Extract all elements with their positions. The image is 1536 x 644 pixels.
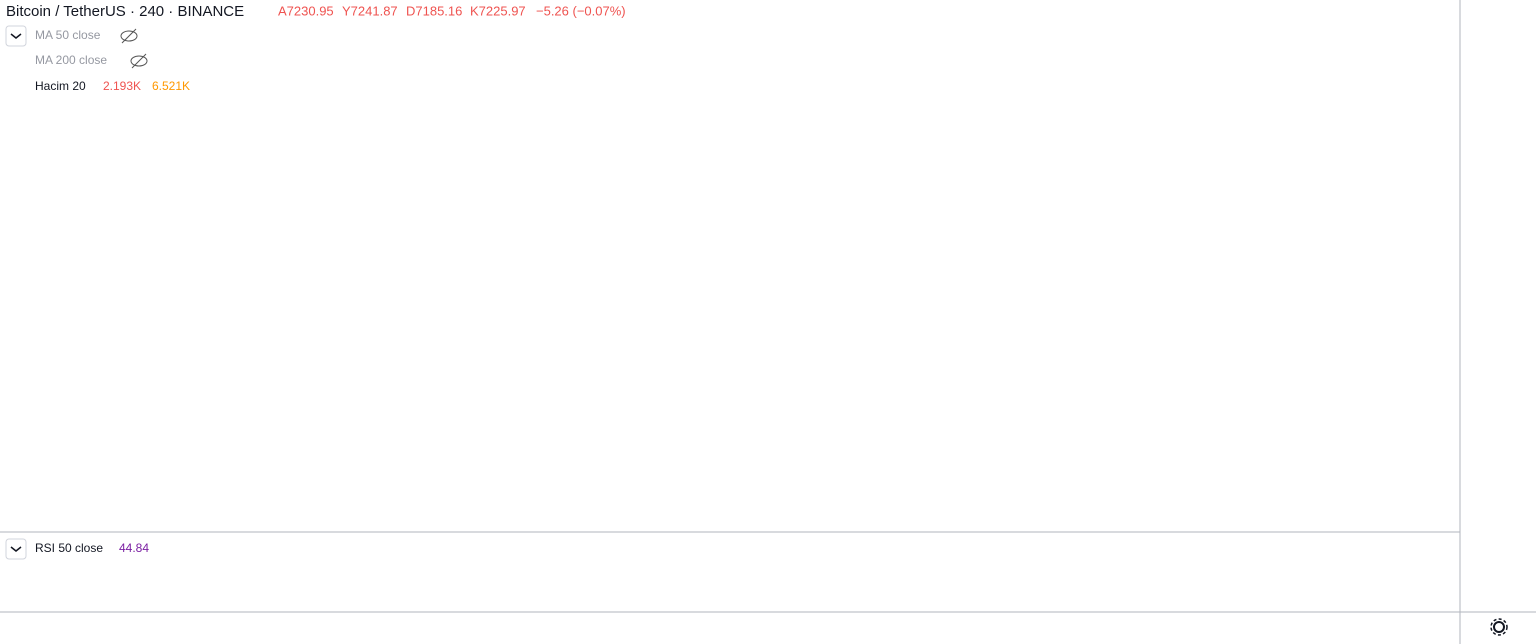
indicator-ma200[interactable]: MA 200 close [35,53,107,67]
settings-icon[interactable] [1490,618,1508,636]
ohlc-close: K7225.97 [470,3,526,18]
hidden-eye-icon[interactable] [120,28,138,44]
ohlc-change: −5.26 (−0.07%) [536,3,626,18]
chart-title: Bitcoin / TetherUS · 240 · BINANCE [6,3,244,20]
volume-legend[interactable]: Hacim 20 [35,79,86,93]
indicator-ma50[interactable]: MA 50 close [35,28,101,42]
collapse-button[interactable] [5,538,27,560]
ohlc-low: D7185.16 [406,3,462,18]
hidden-eye-icon[interactable] [130,53,148,69]
ohlc-high: Y7241.87 [342,3,398,18]
rsi-readout: 44.84 [119,541,149,555]
volume-ma-readout: 6.521K [152,79,190,93]
ohlc-open: A7230.95 [278,3,334,18]
volume-readout: 2.193K [103,79,141,93]
chevron-icon [10,546,22,552]
chevron-icon [10,33,22,39]
rsi-legend[interactable]: RSI 50 close [35,541,103,555]
collapse-button[interactable] [5,25,27,47]
